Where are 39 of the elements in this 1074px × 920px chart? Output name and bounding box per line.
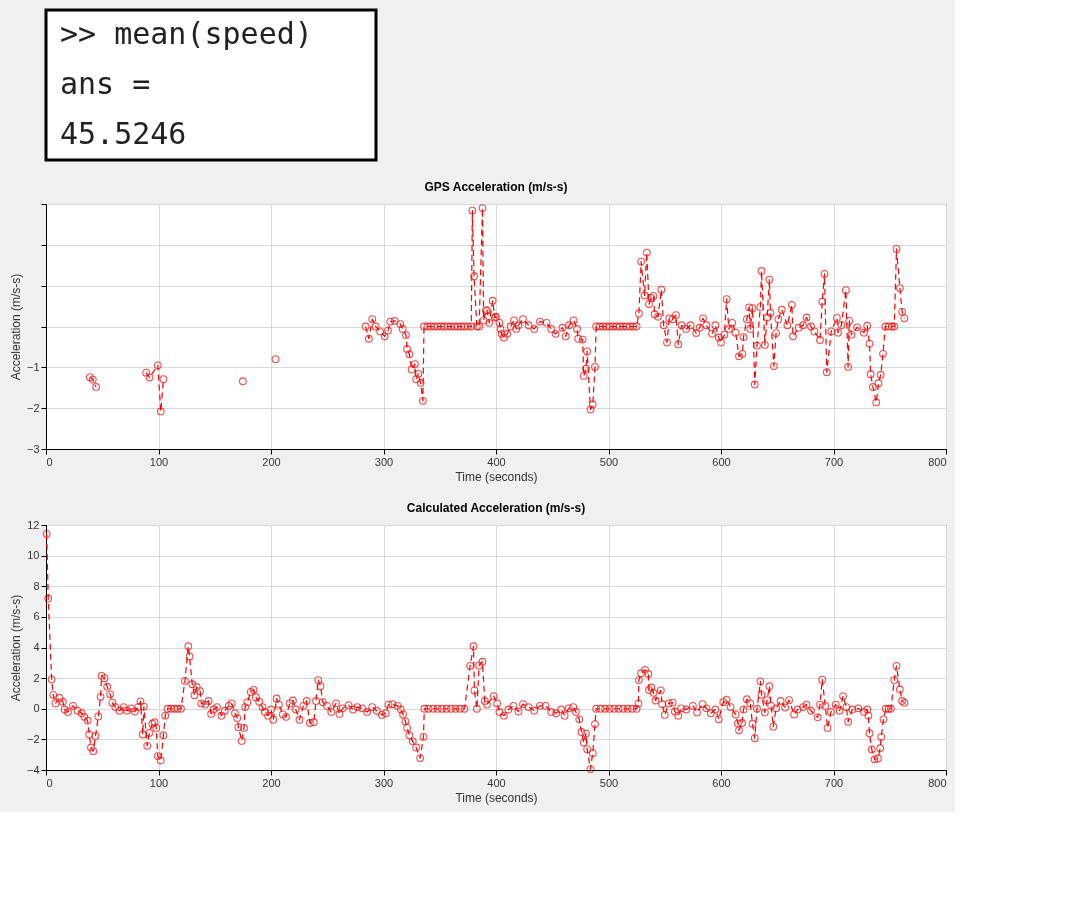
y-tick-label: 0 <box>33 702 40 715</box>
y-tick-label: 2 <box>33 671 40 684</box>
y-tick-label: −3 <box>26 442 40 455</box>
x-tick-label: 400 <box>487 455 506 468</box>
y-tick-label: 6 <box>33 610 40 623</box>
x-tick-label: 400 <box>487 776 506 789</box>
x-tick-label: 600 <box>712 776 731 789</box>
text: ans = <box>60 66 151 101</box>
x-tick-label: 300 <box>374 776 394 789</box>
x-tick-label: 500 <box>599 776 619 789</box>
x-tick-label: 100 <box>149 776 169 789</box>
x-axis-title: Time (seconds) <box>455 469 538 484</box>
x-tick-label: 100 <box>149 455 169 468</box>
x-tick-label: 0 <box>46 776 53 789</box>
y-tick-label: 12 <box>27 518 40 531</box>
y-tick-label: 10 <box>27 549 40 562</box>
y-tick-label: −1 <box>26 360 40 373</box>
x-tick-label: 800 <box>928 776 947 789</box>
chart-title: Calculated Acceleration (m/s-s) <box>406 501 586 515</box>
x-tick-label: 500 <box>599 455 619 468</box>
x-tick-label: 600 <box>712 455 731 468</box>
chart-title: GPS Acceleration (m/s-s) <box>424 180 568 194</box>
x-tick-label: 800 <box>928 455 947 468</box>
y-axis-title: Acceleration (m/s-s) <box>8 273 23 381</box>
text: 45.5246 <box>60 116 187 151</box>
y-tick-label: −2 <box>26 732 40 745</box>
x-tick-label: 200 <box>262 776 281 789</box>
y-tick-label: −2 <box>26 401 40 414</box>
y-tick-label: 4 <box>33 641 40 653</box>
x-tick-label: 700 <box>824 455 844 468</box>
x-tick-label: 200 <box>262 455 281 468</box>
x-tick-label: 300 <box>374 455 394 468</box>
x-tick-label: 0 <box>46 455 53 468</box>
y-tick-label: 8 <box>33 579 40 592</box>
y-axis-title: Acceleration (m/s-s) <box>8 594 23 702</box>
text: >> mean(speed) <box>60 16 313 51</box>
y-tick-label: −4 <box>26 763 40 776</box>
x-tick-label: 700 <box>824 776 844 789</box>
x-axis-title: Time (seconds) <box>455 790 538 805</box>
